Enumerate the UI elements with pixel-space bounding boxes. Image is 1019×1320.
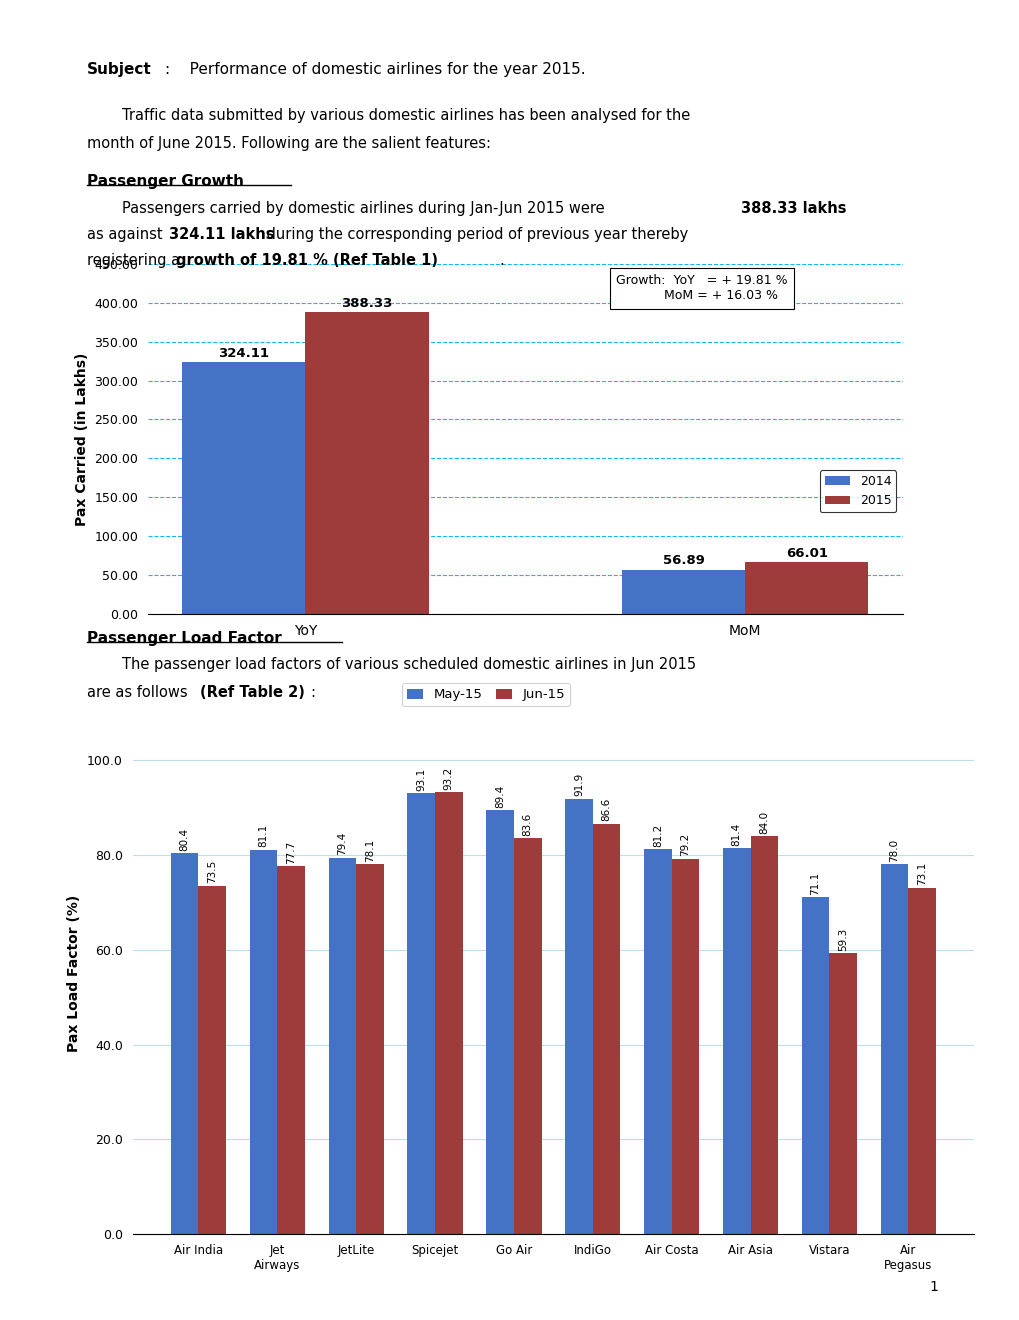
Text: 93.2: 93.2 [443,767,453,791]
Bar [879,865,907,1234]
Text: 91.9: 91.9 [574,774,584,796]
Bar [643,849,671,1234]
Text: 89.4: 89.4 [494,785,504,808]
Text: 81.1: 81.1 [258,824,268,847]
Bar [250,850,277,1234]
Text: 77.7: 77.7 [286,841,296,863]
Text: Passengers carried by domestic airlines during Jan-Jun 2015 were: Passengers carried by domestic airlines … [122,201,609,215]
Text: :    Performance of domestic airlines for the year 2015.: : Performance of domestic airlines for t… [165,62,585,77]
Text: 388.33 lakhs: 388.33 lakhs [740,201,845,215]
Text: 59.3: 59.3 [838,928,848,950]
Text: 79.4: 79.4 [337,832,347,855]
Bar [565,799,592,1234]
Text: 83.6: 83.6 [522,812,532,836]
Y-axis label: Pax Carried (in Lakhs): Pax Carried (in Lakhs) [74,352,89,525]
Text: :: : [310,685,315,700]
Text: 56.89: 56.89 [662,554,704,568]
Bar [305,312,428,614]
Text: are as follows: are as follows [87,685,192,700]
Bar [182,362,305,614]
Text: Passenger Load Factor: Passenger Load Factor [87,631,281,645]
Text: Growth:  YoY   = + 19.81 %
            MoM = + 16.03 %: Growth: YoY = + 19.81 % MoM = + 16.03 % [615,275,787,302]
Text: 78.0: 78.0 [889,840,899,862]
Bar [801,898,828,1234]
Y-axis label: Pax Load Factor (%): Pax Load Factor (%) [67,895,82,1052]
Text: month of June 2015. Following are the salient features:: month of June 2015. Following are the sa… [87,136,490,150]
Text: The passenger load factors of various scheduled domestic airlines in Jun 2015: The passenger load factors of various sc… [122,657,696,672]
Text: (Ref Table 2): (Ref Table 2) [200,685,305,700]
Text: 81.4: 81.4 [731,822,741,846]
Bar [328,858,356,1234]
Text: 80.4: 80.4 [179,828,190,850]
Text: during the corresponding period of previous year thereby: during the corresponding period of previ… [262,227,688,242]
Bar [171,853,199,1234]
Text: Passenger Growth: Passenger Growth [87,174,244,189]
Bar [356,865,383,1234]
Text: 73.5: 73.5 [207,861,217,883]
Bar [435,792,463,1234]
Text: 73.1: 73.1 [916,862,926,886]
Bar [199,886,226,1234]
Text: 79.2: 79.2 [680,833,690,857]
Text: 71.1: 71.1 [810,871,819,895]
Bar [407,793,435,1234]
Bar [277,866,305,1234]
Bar [622,569,745,614]
Legend: 2014, 2015: 2014, 2015 [819,470,896,512]
Text: 86.6: 86.6 [601,799,611,821]
Text: growth of 19.81 % (Ref Table 1): growth of 19.81 % (Ref Table 1) [176,253,438,268]
Text: 93.1: 93.1 [416,767,426,791]
Bar [828,953,856,1234]
Text: Traffic data submitted by various domestic airlines has been analysed for the: Traffic data submitted by various domest… [122,108,690,123]
Bar [722,849,750,1234]
Text: .: . [499,253,504,268]
Bar [671,859,699,1234]
Text: 1: 1 [928,1279,937,1294]
Legend: May-15, Jun-15: May-15, Jun-15 [401,682,570,706]
Bar [592,824,620,1234]
Bar [750,836,777,1234]
Bar [745,562,867,614]
Text: 324.11 lakhs: 324.11 lakhs [169,227,274,242]
Bar [514,838,541,1234]
Text: 84.0: 84.0 [758,810,768,834]
Text: Subject: Subject [87,62,151,77]
Text: 388.33: 388.33 [341,297,392,310]
Text: 324.11: 324.11 [218,347,269,359]
Text: registering a: registering a [87,253,184,268]
Text: as against: as against [87,227,167,242]
Text: 66.01: 66.01 [785,548,827,560]
Text: 81.2: 81.2 [652,824,662,847]
Bar [907,888,935,1234]
Text: 78.1: 78.1 [365,838,375,862]
Bar [486,810,514,1234]
